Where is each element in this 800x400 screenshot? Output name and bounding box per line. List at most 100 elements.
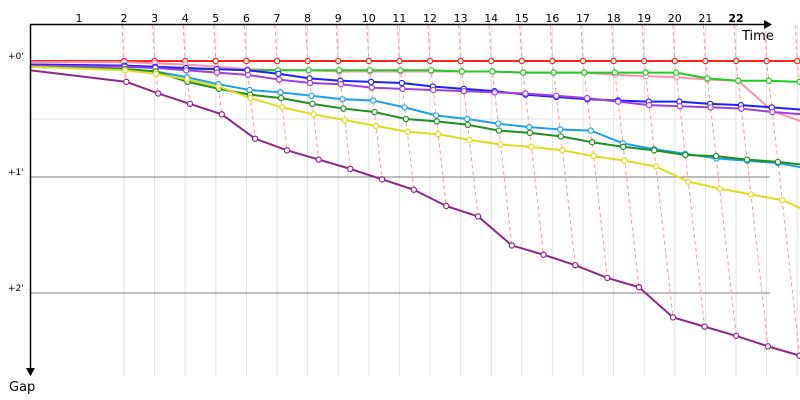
series-point: [779, 196, 786, 204]
lap-tick-label: 6: [243, 12, 250, 25]
series-line-9: [29, 69, 800, 357]
series-point: [184, 76, 191, 83]
series-point: [669, 314, 677, 321]
series-point: [588, 138, 596, 146]
series-point: [218, 111, 225, 118]
lap-tick-label: 8: [304, 12, 311, 25]
series-point: [572, 261, 579, 269]
lap-tick-labels: 1 2 3 4 5 6 7 8 9 10 11 12 13 14 15 16 17 18 19 20 21 22: [76, 12, 744, 25]
series-point: [123, 78, 130, 86]
series-point: [491, 89, 498, 96]
series-point: [378, 176, 386, 183]
series-point: [213, 69, 221, 76]
axes: [26, 20, 772, 376]
series-point: [579, 57, 587, 65]
series-point: [528, 143, 535, 151]
series-point: [310, 111, 317, 118]
series-point: [474, 213, 482, 220]
series-point: [121, 67, 129, 74]
series-point: [305, 67, 312, 74]
series-point: [716, 185, 723, 192]
series-point: [701, 323, 708, 330]
series-point: [212, 57, 219, 65]
lap-tick-label: 12: [423, 12, 437, 25]
series-point: [794, 57, 800, 65]
series-point: [458, 68, 465, 75]
series-line-4: [29, 63, 800, 111]
lap-gridlines: [123, 25, 798, 376]
lap-connector-line: [396, 24, 415, 190]
series-point: [347, 165, 354, 173]
series-point: [550, 69, 557, 76]
series-point: [763, 57, 770, 65]
series-point: [283, 147, 291, 154]
series-point: [519, 69, 527, 76]
series-point: [275, 70, 282, 77]
series-point: [642, 69, 649, 76]
series-point: [610, 57, 617, 65]
series-point: [247, 94, 254, 102]
series-point: [764, 343, 772, 350]
series-point: [549, 57, 556, 65]
x-axis-arrow: [764, 20, 772, 29]
series-line-5: [29, 64, 800, 116]
lap-tick-label: 16: [545, 12, 559, 25]
series-point: [277, 94, 285, 102]
series-point: [508, 242, 516, 249]
lap-tick-label: 13: [454, 12, 468, 25]
series-point: [457, 57, 464, 65]
lap-connector-line: [580, 24, 608, 278]
series-point: [152, 70, 160, 77]
series-point: [273, 57, 281, 65]
lap-tick-label: 2: [121, 12, 128, 25]
series-point: [443, 202, 450, 210]
series-point: [460, 87, 468, 95]
series-point: [336, 67, 343, 74]
series-point: [397, 67, 404, 74]
series-point: [183, 67, 190, 74]
series-point: [366, 67, 374, 74]
series-point: [583, 94, 591, 102]
lap-tick-label: 11: [392, 12, 406, 25]
series-point: [433, 118, 440, 125]
lap-tick-label: 9: [335, 12, 342, 25]
series-point: [306, 79, 314, 87]
series-point: [733, 332, 740, 340]
series-point: [464, 121, 471, 129]
lap-tick-label: 15: [515, 12, 529, 25]
gap-tick-label: +2': [8, 284, 24, 294]
series-point: [398, 79, 406, 87]
lap-connector-line: [702, 24, 737, 336]
series-point: [279, 104, 286, 111]
series-point: [769, 108, 776, 116]
lap-tick-label: 5: [212, 12, 219, 25]
series-point: [335, 57, 342, 65]
series-point: [685, 178, 692, 185]
series-point: [341, 116, 349, 124]
series-point: [432, 112, 440, 119]
series-point: [466, 136, 473, 144]
lap-connector-line: [611, 24, 640, 288]
series-point: [463, 115, 471, 123]
series-point: [410, 186, 418, 193]
series-point: [587, 127, 595, 134]
series-point: [732, 57, 740, 65]
lap-tick-label: 4: [182, 12, 189, 25]
lap-connector-line: [488, 24, 513, 246]
series-point: [372, 122, 380, 130]
series-point: [540, 251, 547, 258]
series-point: [652, 163, 660, 170]
series-point: [635, 284, 643, 291]
series-point: [676, 103, 684, 110]
series-point: [215, 83, 222, 90]
y-axis-title: Gap: [9, 380, 35, 395]
series-point: [399, 85, 406, 93]
series-point: [155, 90, 162, 97]
series-point: [244, 71, 252, 79]
lap-tick-label: 18: [607, 12, 621, 25]
series-point: [368, 84, 375, 91]
series-point: [704, 75, 711, 82]
series-point: [702, 57, 709, 65]
series-point: [365, 57, 372, 65]
series-point: [402, 115, 410, 123]
